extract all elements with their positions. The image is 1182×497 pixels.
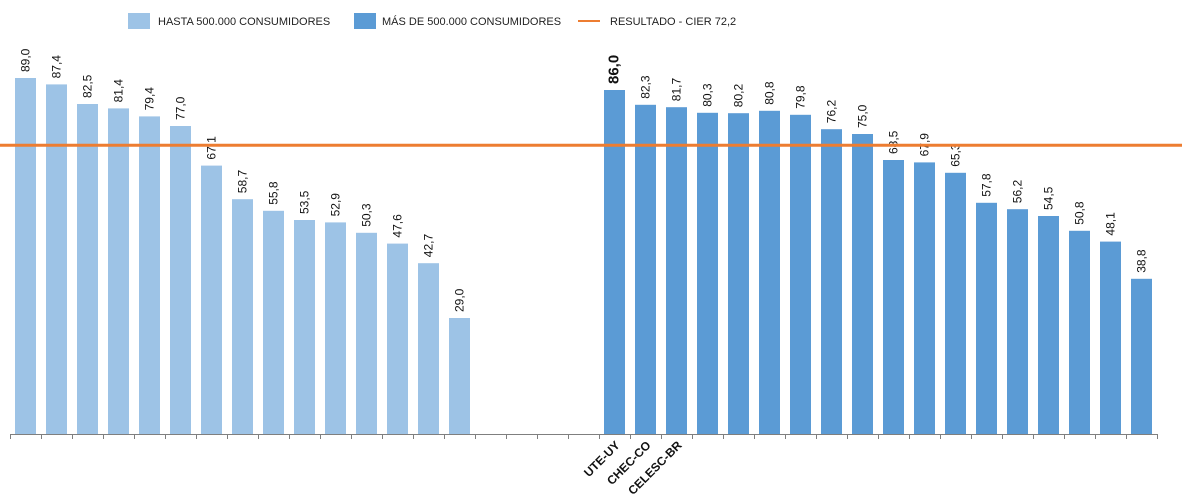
value-label-mas-1: 86,0 [606,55,623,84]
value-label-mas-5: 80,2 [732,84,746,108]
value-label-hasta-6: 77,0 [174,96,188,120]
bar-mas-5 [728,113,749,434]
value-label-hasta-5: 79,4 [143,87,157,111]
value-label-hasta-13: 47,6 [391,214,405,238]
legend-label-hasta: HASTA 500.000 CONSUMIDORES [158,16,330,28]
value-label-mas-14: 56,2 [1011,180,1025,204]
bar-hasta-15 [449,318,470,434]
bar-hasta-1 [15,78,36,434]
value-label-mas-7: 79,8 [794,85,808,109]
bar-mas-17 [1100,241,1121,434]
bar-mas-8 [821,129,842,434]
value-label-hasta-10: 53,5 [298,190,312,214]
bar-mas-16 [1069,230,1090,434]
bar-mas-15 [1038,216,1059,434]
bar-mas-3 [666,107,687,434]
value-label-mas-9: 75,0 [856,104,870,128]
bar-mas-9 [852,134,873,434]
chart-legend: HASTA 500.000 CONSUMIDORES MÁS DE 500.00… [128,13,736,29]
value-label-hasta-12: 50,3 [360,203,374,227]
bar-hasta-11 [325,222,346,434]
bar-mas-18 [1131,278,1152,434]
chart-bars [15,78,1152,435]
value-label-hasta-4: 81,4 [112,79,126,103]
value-label-mas-4: 80,3 [701,83,715,107]
value-label-mas-17: 48,1 [1104,212,1118,236]
value-label-hasta-14: 42,7 [422,234,436,258]
value-label-mas-6: 80,8 [763,81,777,105]
bar-hasta-6 [170,126,191,434]
bar-mas-14 [1007,209,1028,434]
legend-swatch-hasta [128,13,150,29]
bar-mas-11 [914,162,935,434]
value-label-hasta-9: 55,8 [267,181,281,205]
bar-mas-10 [883,160,904,434]
value-label-mas-3: 81,7 [670,78,684,102]
bar-hasta-5 [139,116,160,435]
bar-mas-7 [790,114,811,435]
value-label-hasta-11: 52,9 [329,193,343,217]
value-label-mas-15: 54,5 [1042,186,1056,210]
bar-hasta-9 [263,210,284,434]
bar-hasta-10 [294,220,315,434]
chart-value-labels: 89,0 87,4 82,5 81,4 79,4 77,0 67,1 58,7 55,8 53,5… [19,48,1149,312]
value-label-mas-10: 68,5 [887,130,901,154]
bar-mas-13 [976,202,997,434]
bar-mas-12 [945,172,966,435]
bar-hasta-13 [387,243,408,434]
bar-mas-6 [759,110,780,435]
value-label-mas-2: 82,3 [639,75,653,99]
legend-label-resultado: RESULTADO - CIER 72,2 [610,16,736,28]
value-label-hasta-8: 58,7 [236,170,250,194]
legend-label-mas: MÁS DE 500.000 CONSUMIDORES [382,15,561,28]
value-label-hasta-1: 89,0 [19,48,33,72]
bar-hasta-8 [232,199,253,434]
bar-hasta-3 [77,104,98,434]
value-label-mas-13: 57,8 [980,173,994,197]
bar-mas-1 [604,90,625,434]
value-label-hasta-7: 67,1 [205,136,219,160]
value-label-mas-16: 50,8 [1073,201,1087,225]
bar-hasta-2 [46,84,67,435]
bar-hasta-14 [418,263,439,434]
legend-swatch-mas [354,13,376,29]
bar-mas-4 [697,112,718,435]
bar-hasta-7 [201,165,222,434]
bar-hasta-4 [108,108,129,435]
bar-mas-2 [635,104,656,435]
value-label-hasta-3: 82,5 [81,74,95,98]
value-label-mas-12: 65,3 [949,143,963,167]
bar-hasta-12 [356,232,377,434]
value-label-mas-8: 76,2 [825,100,839,124]
value-label-mas-18: 38,8 [1135,249,1149,273]
x-axis [10,434,1158,439]
value-label-hasta-2: 87,4 [50,55,64,79]
value-label-hasta-15: 29,0 [453,288,467,312]
